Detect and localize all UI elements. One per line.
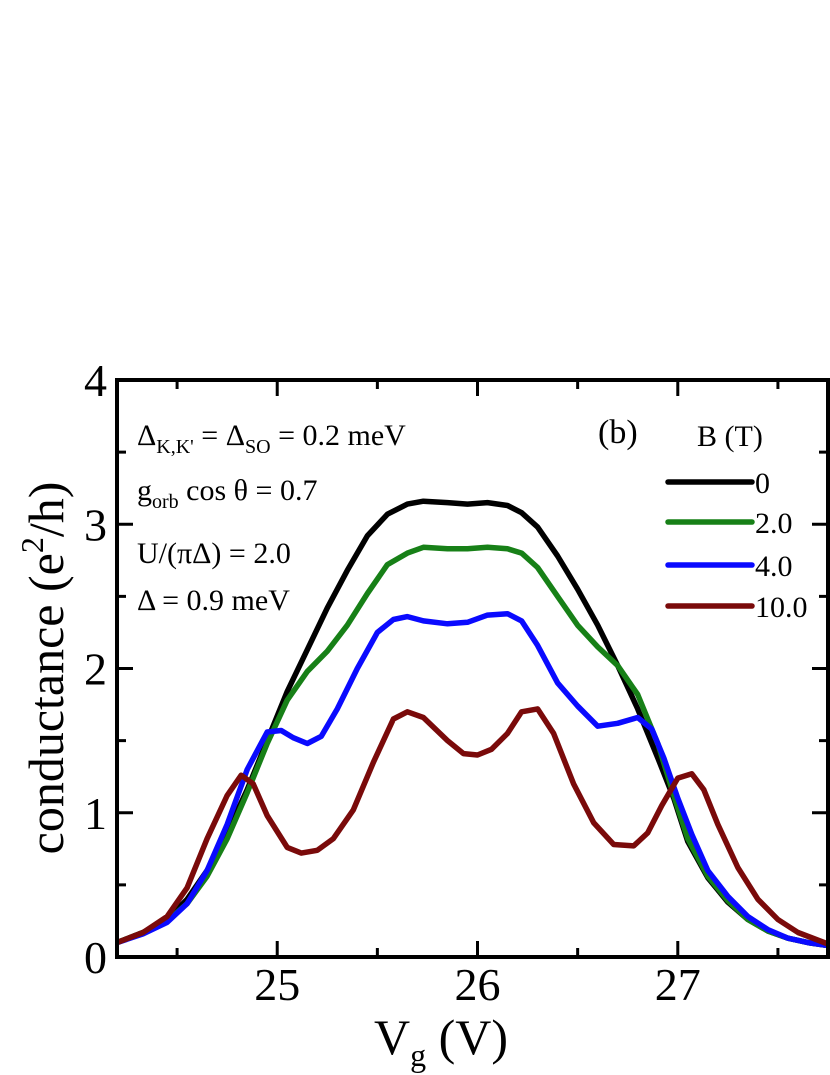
y-tick-label: 1	[84, 788, 107, 839]
y-axis-label-main: conductance (e	[18, 553, 74, 854]
x-axis-label: Vg (V)	[374, 1009, 508, 1073]
x-tick-label: 26	[455, 959, 501, 1010]
x-axis-label-unit: (V)	[426, 1009, 508, 1065]
annotation-part: Δ	[137, 419, 156, 452]
annotation-u: U/(πΔ) = 2.0	[137, 537, 291, 570]
legend-label-1: 2.0	[755, 507, 793, 540]
x-tick-label: 25	[254, 959, 300, 1010]
legend-title: B (T)	[697, 420, 763, 453]
y-tick-label: 4	[84, 355, 107, 406]
legend-label-0: 0	[755, 467, 770, 500]
y-axis-label-end: /h)	[18, 482, 74, 538]
annotation-part: Δ = 0.9 meV	[137, 584, 290, 617]
annotation-part: U/(πΔ) = 2.0	[137, 537, 291, 570]
y-axis-label-sup: 2	[14, 537, 50, 553]
annotation-delta_kk: ΔK,K' = ΔSO = 0.2 meV	[137, 419, 406, 458]
annotation-part: SO	[245, 436, 271, 458]
legend: B (T) 0 2.0 4.0 10.0	[665, 420, 808, 624]
annotation-part: g	[137, 474, 152, 507]
annotation-layer: ΔK,K' = ΔSO = 0.2 meV gorb cos θ = 0.7 U/(…	[137, 419, 406, 617]
annotation-part: orb	[152, 491, 179, 513]
x-tick-label: 27	[655, 959, 701, 1010]
annotation-part: cos θ = 0.7	[179, 474, 318, 507]
plot-frame	[115, 378, 830, 959]
series-layer	[117, 498, 828, 949]
annotation-part: K,K'	[156, 436, 194, 458]
series-line-2	[117, 610, 828, 949]
annotation-part: = Δ	[194, 419, 245, 452]
y-tick-label: 3	[84, 499, 107, 550]
x-axis-label-main: V	[374, 1009, 410, 1065]
y-axis-label: conductance (e2/h)	[14, 482, 74, 855]
annotation-gorb: gorb cos θ = 0.7	[137, 474, 317, 513]
annotation-part: = 0.2 meV	[271, 419, 407, 452]
annotation-delta: Δ = 0.9 meV	[137, 584, 290, 617]
series-line-3	[117, 706, 828, 947]
panel-label: (b)	[598, 414, 638, 451]
y-tick-label: 0	[84, 932, 107, 983]
x-axis-label-sub: g	[410, 1037, 426, 1073]
series-line-1	[117, 544, 828, 949]
legend-label-3: 10.0	[755, 591, 808, 624]
legend-label-2: 4.0	[755, 550, 793, 583]
tick-layer: 0 1 2 3 4 25 26 27	[84, 355, 828, 1010]
y-tick-label: 2	[84, 644, 107, 695]
